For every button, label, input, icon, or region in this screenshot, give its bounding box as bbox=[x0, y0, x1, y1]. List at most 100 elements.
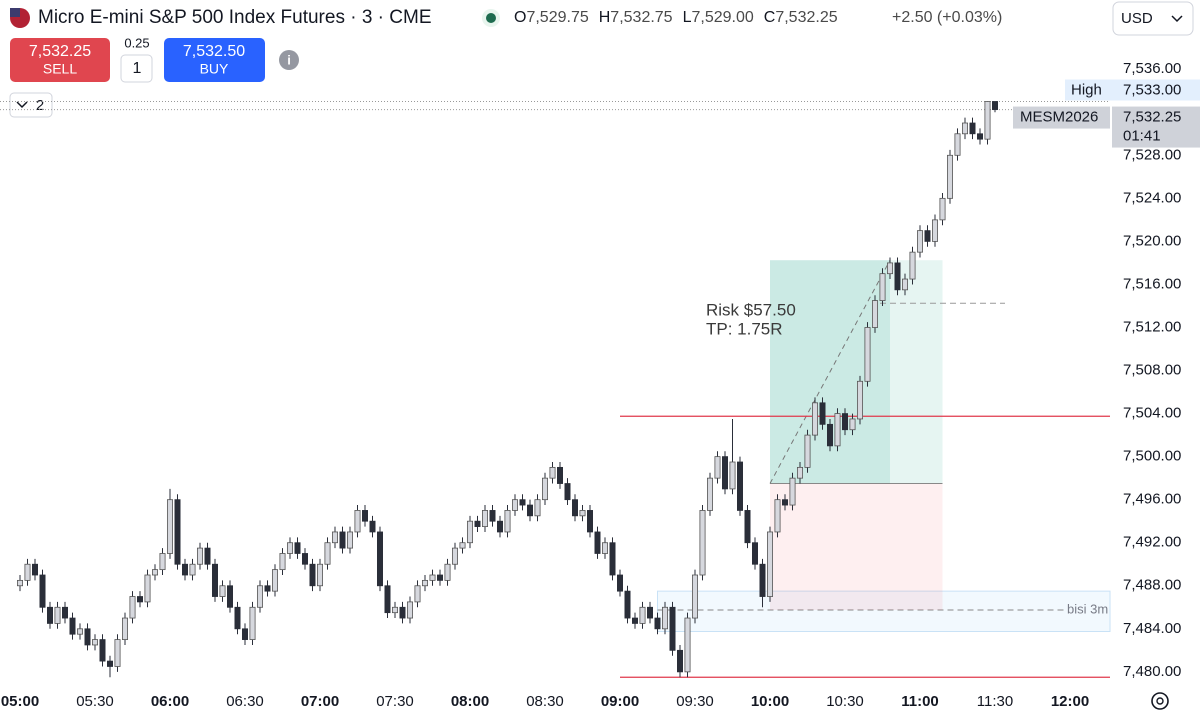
candle-body bbox=[92, 639, 99, 646]
candle-body bbox=[609, 542, 616, 576]
candle-body bbox=[737, 461, 744, 511]
candle-body bbox=[429, 574, 436, 581]
candle-body bbox=[639, 606, 646, 624]
candle-body bbox=[309, 563, 316, 587]
candle-body bbox=[54, 606, 61, 624]
ohlc-label: O bbox=[514, 9, 526, 26]
candle-body bbox=[714, 456, 721, 479]
candle-body bbox=[211, 563, 218, 597]
y-tick-label: 7,528.00 bbox=[1123, 146, 1181, 163]
settings-icon-center bbox=[1156, 697, 1164, 705]
candle-body bbox=[414, 585, 421, 603]
candle-body bbox=[69, 617, 76, 635]
candle-body bbox=[684, 617, 691, 673]
candle-body bbox=[587, 510, 594, 533]
x-tick-label: 06:30 bbox=[226, 693, 264, 710]
candle-body bbox=[316, 563, 323, 587]
candle-body bbox=[474, 520, 481, 527]
symbol-title[interactable]: Micro E-mini S&P 500 Index Futures · 3 ·… bbox=[38, 7, 432, 28]
candle-body bbox=[954, 133, 961, 156]
candle-body bbox=[947, 154, 954, 199]
candle-body bbox=[804, 434, 811, 468]
candle-body bbox=[241, 628, 248, 640]
candle-body bbox=[451, 547, 458, 565]
candle-body bbox=[399, 606, 406, 619]
candle-body bbox=[572, 499, 579, 517]
candle-body bbox=[504, 510, 511, 533]
info-icon[interactable] bbox=[279, 50, 299, 70]
candle-body bbox=[129, 596, 136, 619]
x-tick-label: 05:30 bbox=[76, 693, 114, 710]
sell-price: 7,532.25 bbox=[29, 43, 91, 60]
candle-body bbox=[759, 563, 766, 597]
currency-button[interactable] bbox=[1112, 1, 1194, 36]
candle-body bbox=[744, 510, 751, 544]
ohlc-value: 7,529.75 bbox=[526, 9, 588, 26]
candle-body bbox=[512, 499, 519, 511]
currency-caret bbox=[1171, 15, 1183, 23]
x-tick-label: 11:30 bbox=[977, 693, 1013, 710]
y-tick-label: 7,500.00 bbox=[1123, 448, 1181, 465]
candle-body bbox=[77, 628, 84, 635]
sell-button[interactable] bbox=[10, 38, 110, 82]
buy-button[interactable] bbox=[164, 38, 265, 82]
candle-body bbox=[301, 553, 308, 565]
candle-body bbox=[992, 101, 999, 110]
candle-body bbox=[481, 510, 488, 527]
candle-body bbox=[436, 574, 443, 581]
x-tick-label: 07:30 bbox=[376, 693, 414, 710]
candle-body bbox=[159, 553, 166, 571]
candle-body bbox=[219, 585, 226, 597]
candle-body bbox=[204, 547, 211, 565]
candle-body bbox=[339, 531, 346, 549]
sell-label: SELL bbox=[43, 61, 77, 77]
ohlc-label: L bbox=[683, 9, 692, 26]
candle-body bbox=[647, 606, 654, 619]
candle-body bbox=[294, 542, 301, 554]
candle-body bbox=[752, 542, 759, 565]
candle-body bbox=[444, 563, 451, 581]
last-price-box bbox=[1112, 106, 1200, 148]
candle-body bbox=[346, 531, 353, 549]
x-tick-label: 11:00 bbox=[901, 693, 939, 710]
y-tick-label: 7,536.00 bbox=[1123, 60, 1181, 77]
x-tick-label: 08:30 bbox=[526, 693, 564, 710]
settings-icon[interactable] bbox=[1151, 692, 1169, 710]
candle-body bbox=[894, 262, 901, 291]
candle-body bbox=[107, 660, 114, 667]
x-tick-label: 10:00 bbox=[751, 693, 789, 710]
candle-body bbox=[114, 639, 121, 667]
candle-body bbox=[917, 230, 924, 253]
candle-body bbox=[234, 606, 241, 630]
high-marker-box bbox=[1065, 79, 1200, 101]
y-tick-label: 7,480.00 bbox=[1123, 663, 1181, 680]
candle-body bbox=[632, 617, 639, 624]
candle-body bbox=[564, 483, 571, 501]
candle-body bbox=[519, 499, 526, 506]
candle-body bbox=[136, 596, 143, 603]
currency: USD bbox=[1121, 10, 1153, 27]
candle-body bbox=[977, 133, 984, 140]
candle-body bbox=[196, 547, 203, 565]
candle-body bbox=[226, 585, 233, 608]
candle-body bbox=[384, 585, 391, 614]
candle-body bbox=[782, 499, 789, 506]
candle-body bbox=[32, 563, 39, 576]
status-dot bbox=[486, 13, 496, 23]
countdown: 01:41 bbox=[1123, 128, 1161, 145]
candle-body bbox=[707, 477, 714, 511]
indicators-toggle[interactable] bbox=[9, 92, 53, 118]
candle-body bbox=[842, 413, 849, 431]
candle-body bbox=[879, 273, 886, 301]
candle-body bbox=[534, 499, 541, 517]
y-tick-label: 7,488.00 bbox=[1123, 577, 1181, 594]
candle-body bbox=[324, 542, 331, 565]
quantity-box[interactable] bbox=[120, 54, 153, 83]
x-tick-label: 09:00 bbox=[601, 693, 639, 710]
candle-body bbox=[286, 542, 293, 554]
candle-body bbox=[962, 122, 969, 135]
candle-body bbox=[624, 590, 631, 619]
candle-body bbox=[174, 499, 181, 565]
